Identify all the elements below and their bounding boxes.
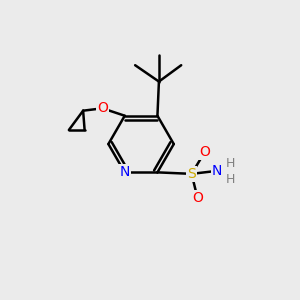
Text: S: S — [187, 167, 196, 181]
Text: O: O — [97, 101, 108, 115]
Text: N: N — [119, 165, 130, 179]
Text: H: H — [226, 173, 236, 186]
Text: O: O — [192, 191, 203, 205]
Text: H: H — [226, 157, 236, 170]
Text: O: O — [200, 145, 210, 159]
Text: N: N — [212, 164, 222, 178]
